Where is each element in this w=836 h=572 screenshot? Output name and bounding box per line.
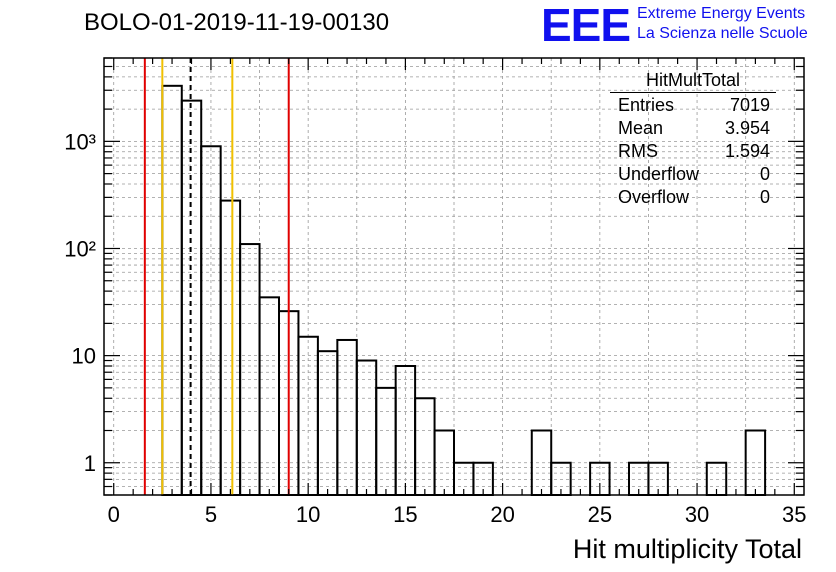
stats-row: Mean 3.954 [610, 117, 776, 140]
stats-title: HitMultTotal [610, 70, 776, 93]
stats-value: 0 [759, 164, 770, 184]
y-tick-label: 1 [84, 451, 96, 476]
x-axis-label: Hit multiplicity Total [572, 534, 802, 564]
stats-label: Entries [618, 95, 675, 115]
x-tick-label: 15 [393, 502, 417, 527]
histogram-bin [336, 338, 358, 496]
x-tick-label: 20 [490, 502, 514, 527]
y-tick-label: 10 [72, 344, 96, 369]
stats-row: Entries 7019 [610, 94, 776, 117]
stats-value: 3.954 [724, 118, 770, 138]
axis-ticks [104, 57, 804, 496]
plot-frame [103, 57, 805, 496]
x-tick-label: 5 [205, 502, 217, 527]
x-tick-label: 10 [296, 502, 320, 527]
histogram-bin [414, 397, 436, 496]
stats-row: RMS 1.594 [610, 140, 776, 163]
histogram-bin [219, 199, 242, 496]
x-tick-label: 30 [685, 502, 709, 527]
stats-value: 7019 [729, 95, 770, 115]
logo-line-1: Extreme Energy Events [637, 5, 806, 22]
stats-row: Underflow 0 [610, 163, 776, 186]
histogram-bin [355, 359, 378, 497]
stats-label: Mean [618, 118, 664, 138]
histogram-bin [258, 296, 280, 497]
histogram-bin [433, 429, 455, 496]
run-title: BOLO-01-2019-11-19-00130 [84, 9, 390, 36]
marker-lines [143, 58, 290, 495]
eee-logo-text: Extreme Energy Events La Scienza nelle S… [637, 4, 808, 44]
x-tick-label: 35 [782, 502, 806, 527]
stats-label: Underflow [618, 164, 700, 184]
tick-labels: 0 5 10 15 20 25 30 35 1 10 10² 10³ [64, 129, 806, 527]
stats-label: Overflow [618, 187, 690, 207]
histogram-bin [375, 386, 397, 497]
histogram-bin [161, 84, 183, 496]
logo-line-2: La Scienza nelle Scuole [637, 25, 808, 42]
histogram-bin [239, 243, 261, 496]
y-tick-label: 10³ [64, 129, 96, 154]
stats-row: Overflow 0 [610, 186, 776, 209]
x-tick-label: 0 [108, 502, 120, 527]
stats-value: 1.594 [724, 141, 770, 161]
y-tick-label: 10² [64, 236, 96, 261]
stats-label: RMS [618, 141, 658, 161]
stats-value: 0 [759, 187, 770, 207]
stats-box: HitMultTotal Entries 7019 Mean 3.954 RMS… [610, 70, 776, 209]
eee-logo-mark: EEE [541, 0, 631, 51]
x-tick-label: 25 [588, 502, 612, 527]
